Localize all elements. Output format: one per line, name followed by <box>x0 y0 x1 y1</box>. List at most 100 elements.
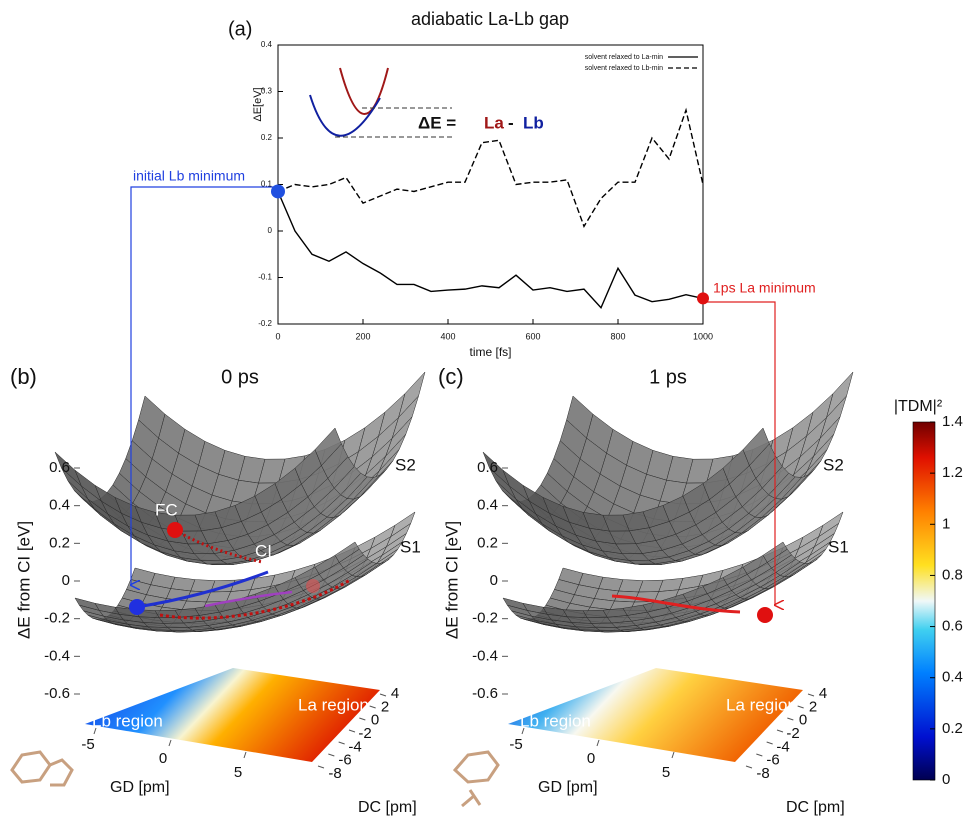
region-label: Lb region <box>520 711 591 730</box>
y-tick <box>745 765 753 769</box>
y-axis-label: DC [pm] <box>786 799 845 816</box>
colorbar-tick-label: 1 <box>942 515 950 532</box>
inset-label: ΔE = <box>418 113 456 132</box>
connector <box>703 301 775 605</box>
z-tick-label: 0 <box>62 572 70 589</box>
x-tick <box>671 751 675 759</box>
y-tick-label: -0.1 <box>258 273 272 282</box>
y-tick <box>359 717 366 721</box>
colorbar-tick-label: 1.2 <box>942 464 963 481</box>
x-axis-label: GD [pm] <box>110 779 170 796</box>
y-tick <box>787 717 794 721</box>
point-fc <box>167 522 183 538</box>
y-tick-label: -8 <box>328 765 341 782</box>
colorbar <box>912 421 936 781</box>
z-tick-label: 0.6 <box>477 459 498 476</box>
y-tick <box>338 741 345 745</box>
y-tick <box>379 693 387 697</box>
region-label: La region <box>726 695 797 714</box>
inset-label: - <box>508 113 514 132</box>
y-tick-label: 2 <box>381 698 389 715</box>
z-tick-label: -0.6 <box>44 685 70 702</box>
x-tick <box>168 739 172 747</box>
y-tick-label: -2 <box>358 725 371 742</box>
y-axis-label: DC [pm] <box>358 799 417 816</box>
z-tick-label: -0.2 <box>472 610 498 627</box>
surface-cell <box>742 427 770 466</box>
end-marker <box>697 292 709 305</box>
surface-cell <box>334 541 360 563</box>
y-tick-label: 0.3 <box>261 87 273 96</box>
colorbar-tick-label: 0.2 <box>942 720 963 737</box>
z-tick-label: -0.2 <box>44 610 70 627</box>
x-tick-label: -5 <box>509 736 522 753</box>
y-tick-label: 0.2 <box>261 133 273 142</box>
y-tick-label: -6 <box>766 752 779 769</box>
annotation: 1ps La minimum <box>713 280 816 296</box>
x-tick-label: 5 <box>234 764 242 781</box>
y-tick-label: -6 <box>338 752 351 769</box>
floors <box>85 668 803 762</box>
y-tick <box>348 729 356 733</box>
x-tick-label: 0 <box>275 331 280 341</box>
molecules <box>10 750 500 808</box>
panel-label: (b) <box>10 364 37 389</box>
z-axis-label: ΔE from CI [eV] <box>442 521 461 639</box>
z-tick-label: -0.4 <box>44 647 70 664</box>
trajectory <box>174 528 263 564</box>
x-tick <box>521 727 525 735</box>
trajectory <box>611 594 741 614</box>
y-tick-label: 4 <box>391 685 399 702</box>
z-tick-label: 0.2 <box>49 534 70 551</box>
z-tick-label: -0.4 <box>472 647 498 664</box>
y-tick-label: -0.2 <box>258 319 272 328</box>
y-tick-label: 0 <box>371 712 379 729</box>
z-tick-label: 0.6 <box>49 459 70 476</box>
legend-label: solvent relaxed to Lb-min <box>585 65 663 72</box>
molecule <box>452 750 500 808</box>
x-tick <box>93 727 97 735</box>
y-tick <box>328 753 335 757</box>
colorbar-tick-label: 0.4 <box>942 669 963 686</box>
series-line <box>277 107 704 228</box>
point-la-min <box>757 607 773 623</box>
molecule <box>10 750 74 787</box>
surface-cell <box>314 427 342 466</box>
inset-curve <box>309 94 381 137</box>
inset <box>309 67 452 138</box>
y-tick-label: 0 <box>268 226 273 235</box>
trajectories <box>129 522 773 623</box>
y-tick-label: 4 <box>819 685 827 702</box>
z-tick-label: 0 <box>490 572 498 589</box>
floor-map <box>508 668 803 762</box>
y-tick-label: 0.1 <box>261 180 273 189</box>
x-axis-label: time [fs] <box>469 345 511 359</box>
x-tick-label: 600 <box>525 331 540 341</box>
point-label: CI <box>255 541 272 560</box>
inset-label: Lb <box>523 113 544 132</box>
surfaces <box>54 371 854 633</box>
colorbar-tick-label: 0.6 <box>942 618 963 635</box>
y-tick <box>317 765 325 769</box>
surface-label: S2 <box>823 455 844 474</box>
point-lb-min <box>129 599 145 615</box>
x-tick-label: 1000 <box>693 331 713 341</box>
inset-curve <box>339 67 389 115</box>
point-label: FC <box>155 500 178 519</box>
x-tick <box>596 739 600 747</box>
z-tick-label: -0.6 <box>472 685 498 702</box>
x-tick-label: 800 <box>610 331 625 341</box>
point-la <box>306 579 320 593</box>
connector <box>131 186 278 585</box>
colorbar-tick-label: 0 <box>942 771 950 788</box>
connectors <box>131 186 775 605</box>
surface-label: S2 <box>395 455 416 474</box>
series-line <box>277 191 704 309</box>
y-tick <box>797 705 804 709</box>
z-tick-label: 0.2 <box>477 534 498 551</box>
y-tick <box>756 753 763 757</box>
y-tick <box>776 729 784 733</box>
panel-label: (c) <box>438 364 464 389</box>
legend-label: solvent relaxed to La-min <box>585 54 663 61</box>
inset-label: La <box>484 113 504 132</box>
